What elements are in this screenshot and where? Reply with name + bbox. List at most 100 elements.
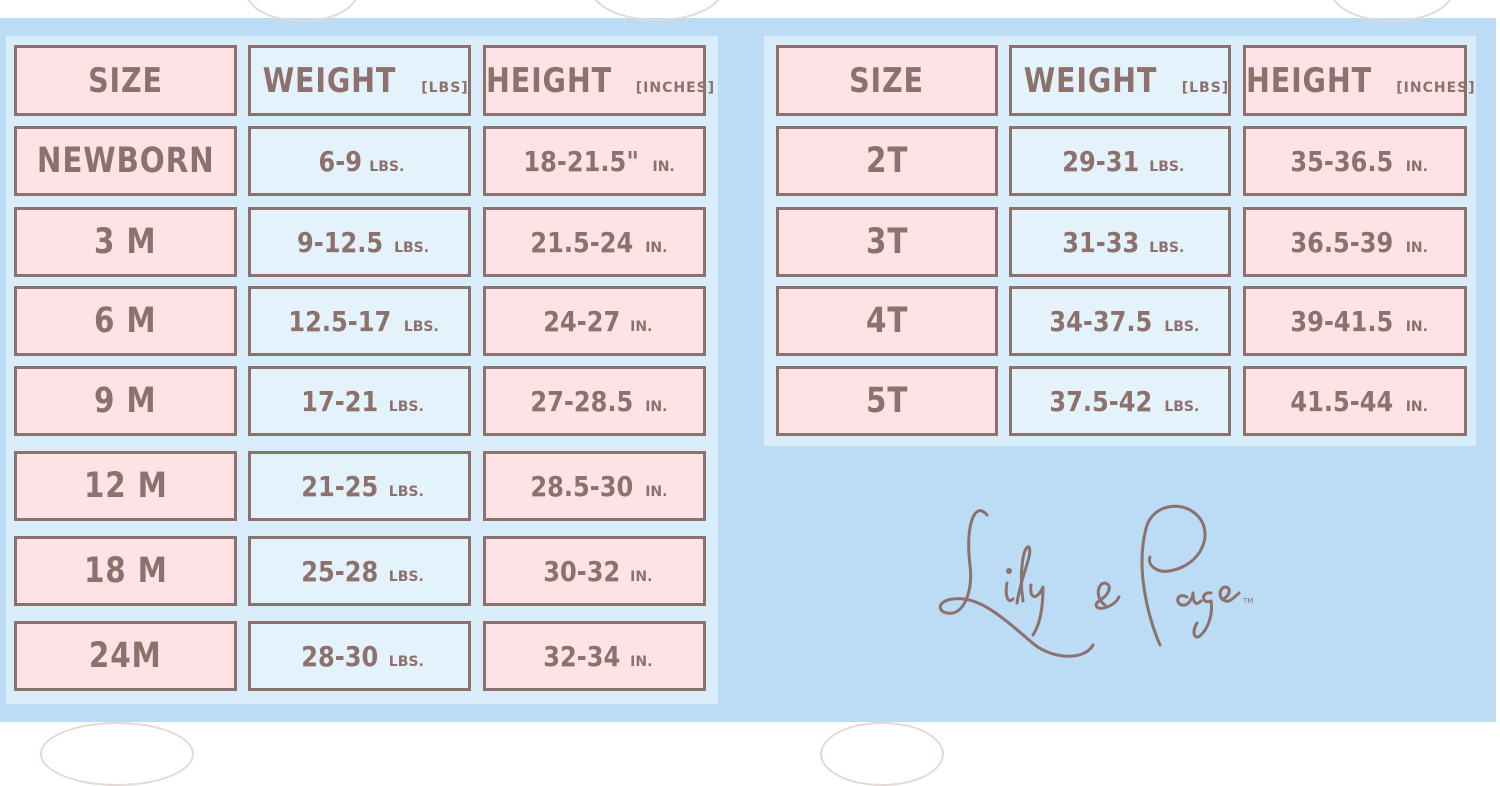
logo-brand-text: Lily & Page (0, 0, 1, 1)
left-height-cell: 24-27 IN. (483, 286, 706, 356)
left-weight-value: 25-28 (301, 554, 379, 588)
left-size-value: 6 M (94, 301, 157, 341)
left-weight-unit: LBS. (369, 159, 405, 175)
right-weight-cell: 34-37.5 LBS. (1009, 286, 1231, 356)
right-weight-value: 31-33 (1061, 225, 1140, 259)
left-height-unit: IN. (645, 240, 668, 256)
left-weight-cell: 6-9 LBS. (248, 126, 471, 196)
left-weight-cell: 28-30 LBS. (248, 621, 471, 691)
left-height-value: 30-32 (542, 554, 620, 588)
left-size-cell: 24M (14, 621, 237, 691)
right-height-cell: 35-36.5 IN. (1243, 126, 1467, 196)
right-height-value: 36.5-39 (1290, 225, 1394, 259)
left-size-value: 12 M (83, 466, 168, 506)
right-weight-value: 37.5-42 (1049, 384, 1152, 418)
right-header-height-label: HEIGHT (1246, 60, 1373, 101)
left-height-value: 27-28.5 (529, 384, 633, 418)
left-weight-value: 21-25 (301, 469, 379, 503)
left-weight-unit: LBS. (394, 240, 430, 256)
right-header-size: SIZE (776, 45, 998, 116)
right-header-weight: WEIGHT [LBS] (1009, 45, 1231, 116)
left-weight-value: 17-21 (301, 384, 379, 418)
right-height-cell: 36.5-39 IN. (1243, 207, 1467, 277)
right-size-value: 4T (865, 301, 909, 341)
right-size-value: 3T (865, 222, 909, 262)
left-height-cell: 30-32 IN. (483, 536, 706, 606)
right-height-unit: IN. (1405, 399, 1428, 415)
right-weight-unit: LBS. (1149, 159, 1185, 175)
left-size-cell: 6 M (14, 286, 237, 356)
right-header-size-content: SIZE (842, 61, 931, 101)
left-header-size: SIZE (14, 45, 237, 116)
right-weight-unit: LBS. (1149, 240, 1185, 256)
left-height-value: 18-21.5" (523, 144, 640, 178)
left-height-cell: 27-28.5 IN. (483, 366, 706, 436)
right-weight-cell: 31-33 LBS. (1009, 207, 1231, 277)
right-header-height-unit: [INCHES] (1396, 79, 1476, 96)
left-weight-unit: LBS. (388, 654, 424, 670)
right-height-unit: IN. (1405, 159, 1428, 175)
left-size-value: 24M (89, 636, 162, 676)
right-height-unit: IN. (1405, 319, 1428, 335)
right-height-unit: IN. (1405, 240, 1428, 256)
left-height-value: 32-34 (542, 639, 620, 673)
left-header-height-content: HEIGHT [INCHES] (474, 61, 715, 101)
left-weight-value: 12.5-17 (288, 304, 392, 338)
left-header-weight: WEIGHT [LBS] (248, 45, 471, 116)
left-height-unit: IN. (630, 569, 653, 585)
left-size-cell: 3 M (14, 207, 237, 277)
right-size-value: 5T (865, 381, 909, 421)
left-height-cell: 28.5-30 IN. (483, 451, 706, 521)
right-height-cell: 39-41.5 IN. (1243, 286, 1467, 356)
decorative-swirl-bottom-1 (40, 722, 194, 786)
right-weight-unit: LBS. (1164, 399, 1200, 415)
left-size-cell: NEWBORN (14, 126, 237, 196)
left-weight-value: 9-12.5 (296, 225, 384, 259)
right-size-cell: 4T (776, 286, 998, 356)
left-weight-cell: 21-25 LBS. (248, 451, 471, 521)
right-header-weight-content: WEIGHT [LBS] (1011, 61, 1229, 101)
left-header-weight-content: WEIGHT [LBS] (250, 61, 468, 101)
left-height-cell: 18-21.5" IN. (483, 126, 706, 196)
right-size-cell: 2T (776, 126, 998, 196)
right-height-value: 35-36.5 (1290, 144, 1394, 178)
right-size-value: 2T (865, 141, 909, 181)
right-size-cell: 3T (776, 207, 998, 277)
left-height-unit: IN. (630, 319, 653, 335)
left-weight-unit: LBS. (388, 569, 424, 585)
left-height-unit: IN. (645, 399, 668, 415)
right-header-height: HEIGHT [INCHES] (1243, 45, 1475, 116)
left-header-size-content: SIZE (81, 61, 170, 101)
left-header-size-label: SIZE (88, 60, 163, 101)
left-size-value: 18 M (83, 551, 168, 591)
svg-text:TM: TM (1242, 597, 1253, 605)
right-header-height-content: HEIGHT [INCHES] (1234, 61, 1475, 101)
right-height-cell: 41.5-44 IN. (1243, 366, 1467, 436)
left-size-value: NEWBORN (36, 141, 215, 181)
left-header-weight-label: WEIGHT (263, 60, 397, 101)
right-size-cell: 5T (776, 366, 998, 436)
left-height-cell: 32-34 IN. (483, 621, 706, 691)
left-weight-cell: 25-28 LBS. (248, 536, 471, 606)
right-height-value: 41.5-44 (1290, 384, 1394, 418)
left-height-value: 24-27 (542, 304, 620, 338)
left-weight-cell: 12.5-17 LBS. (248, 286, 471, 356)
right-header-size-label: SIZE (849, 60, 925, 101)
left-size-cell: 9 M (14, 366, 237, 436)
right-header-weight-unit: [LBS] (1181, 79, 1230, 96)
left-size-cell: 12 M (14, 451, 237, 521)
left-height-unit: IN. (652, 159, 675, 175)
left-header-weight-unit: [LBS] (421, 79, 469, 96)
lily-and-page-logo: TM (938, 504, 1253, 658)
left-size-value: 9 M (94, 381, 157, 421)
right-height-value: 39-41.5 (1290, 304, 1394, 338)
left-height-unit: IN. (645, 484, 668, 500)
left-weight-value: 6-9 (318, 144, 362, 178)
left-weight-unit: LBS. (388, 399, 424, 415)
left-header-height-unit: [INCHES] (635, 79, 716, 96)
right-weight-cell: 37.5-42 LBS. (1009, 366, 1231, 436)
left-weight-cell: 9-12.5 LBS. (248, 207, 471, 277)
left-size-value: 3 M (94, 222, 157, 262)
left-height-value: 21.5-24 (529, 225, 633, 259)
left-height-cell: 21.5-24 IN. (483, 207, 706, 277)
